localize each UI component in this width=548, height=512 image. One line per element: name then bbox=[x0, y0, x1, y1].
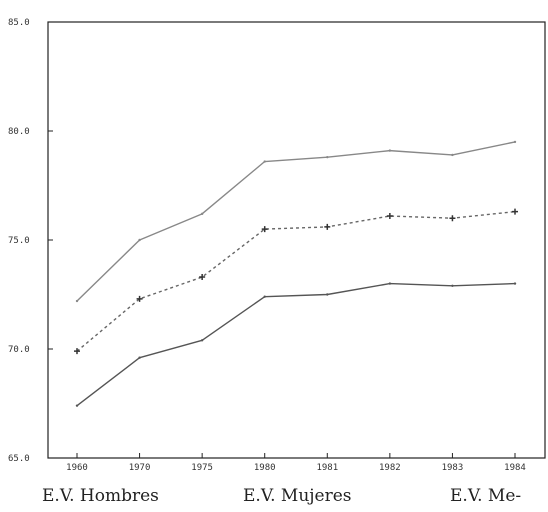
series-line-0 bbox=[77, 284, 515, 406]
series-line-1 bbox=[77, 142, 515, 301]
plot-border bbox=[48, 22, 545, 458]
life-expectancy-chart: 65.0 70.0 75.0 80.0 85.0 1960 1970 1975 1980 198… bbox=[0, 0, 548, 480]
data-point bbox=[201, 213, 203, 215]
legend-label-mujeres: E.V. Mujeres bbox=[243, 486, 352, 506]
plot-frame bbox=[48, 22, 545, 458]
data-point bbox=[514, 282, 516, 284]
x-tick-label: 1983 bbox=[442, 463, 464, 473]
x-tick-label: 1960 bbox=[66, 463, 88, 473]
y-axis-ticks: 65.0 70.0 75.0 80.0 85.0 bbox=[8, 18, 53, 464]
series-line-2 bbox=[77, 212, 515, 352]
data-point bbox=[451, 285, 453, 287]
y-tick-label: 85.0 bbox=[8, 18, 30, 28]
y-tick-label: 65.0 bbox=[8, 454, 30, 464]
series-lines bbox=[74, 141, 518, 407]
data-point bbox=[264, 160, 266, 162]
y-tick-label: 75.0 bbox=[8, 236, 30, 246]
data-point bbox=[512, 209, 518, 215]
data-point bbox=[387, 213, 393, 219]
x-tick-label: 1981 bbox=[316, 463, 338, 473]
data-point bbox=[76, 300, 78, 302]
data-point bbox=[389, 282, 391, 284]
data-point bbox=[326, 156, 328, 158]
data-point bbox=[514, 141, 516, 143]
x-tick-label: 1970 bbox=[129, 463, 151, 473]
legend-label-me: E.V. Me- bbox=[450, 486, 521, 506]
x-tick-label: 1975 bbox=[191, 463, 213, 473]
y-tick-label: 70.0 bbox=[8, 345, 30, 355]
data-point bbox=[264, 295, 266, 297]
data-point bbox=[389, 149, 391, 151]
data-point bbox=[138, 357, 140, 359]
data-point bbox=[76, 404, 78, 406]
data-point bbox=[451, 154, 453, 156]
legend-label-hombres: E.V. Hombres bbox=[42, 486, 159, 506]
x-tick-label: 1984 bbox=[504, 463, 526, 473]
data-point bbox=[449, 215, 455, 221]
x-tick-label: 1982 bbox=[379, 463, 401, 473]
data-point bbox=[201, 339, 203, 341]
data-point bbox=[324, 224, 330, 230]
x-axis-ticks: 1960 1970 1975 1980 1981 1982 1983 1984 bbox=[66, 453, 526, 473]
data-point bbox=[326, 293, 328, 295]
data-point bbox=[138, 239, 140, 241]
y-tick-label: 80.0 bbox=[8, 127, 30, 137]
x-tick-label: 1980 bbox=[254, 463, 276, 473]
